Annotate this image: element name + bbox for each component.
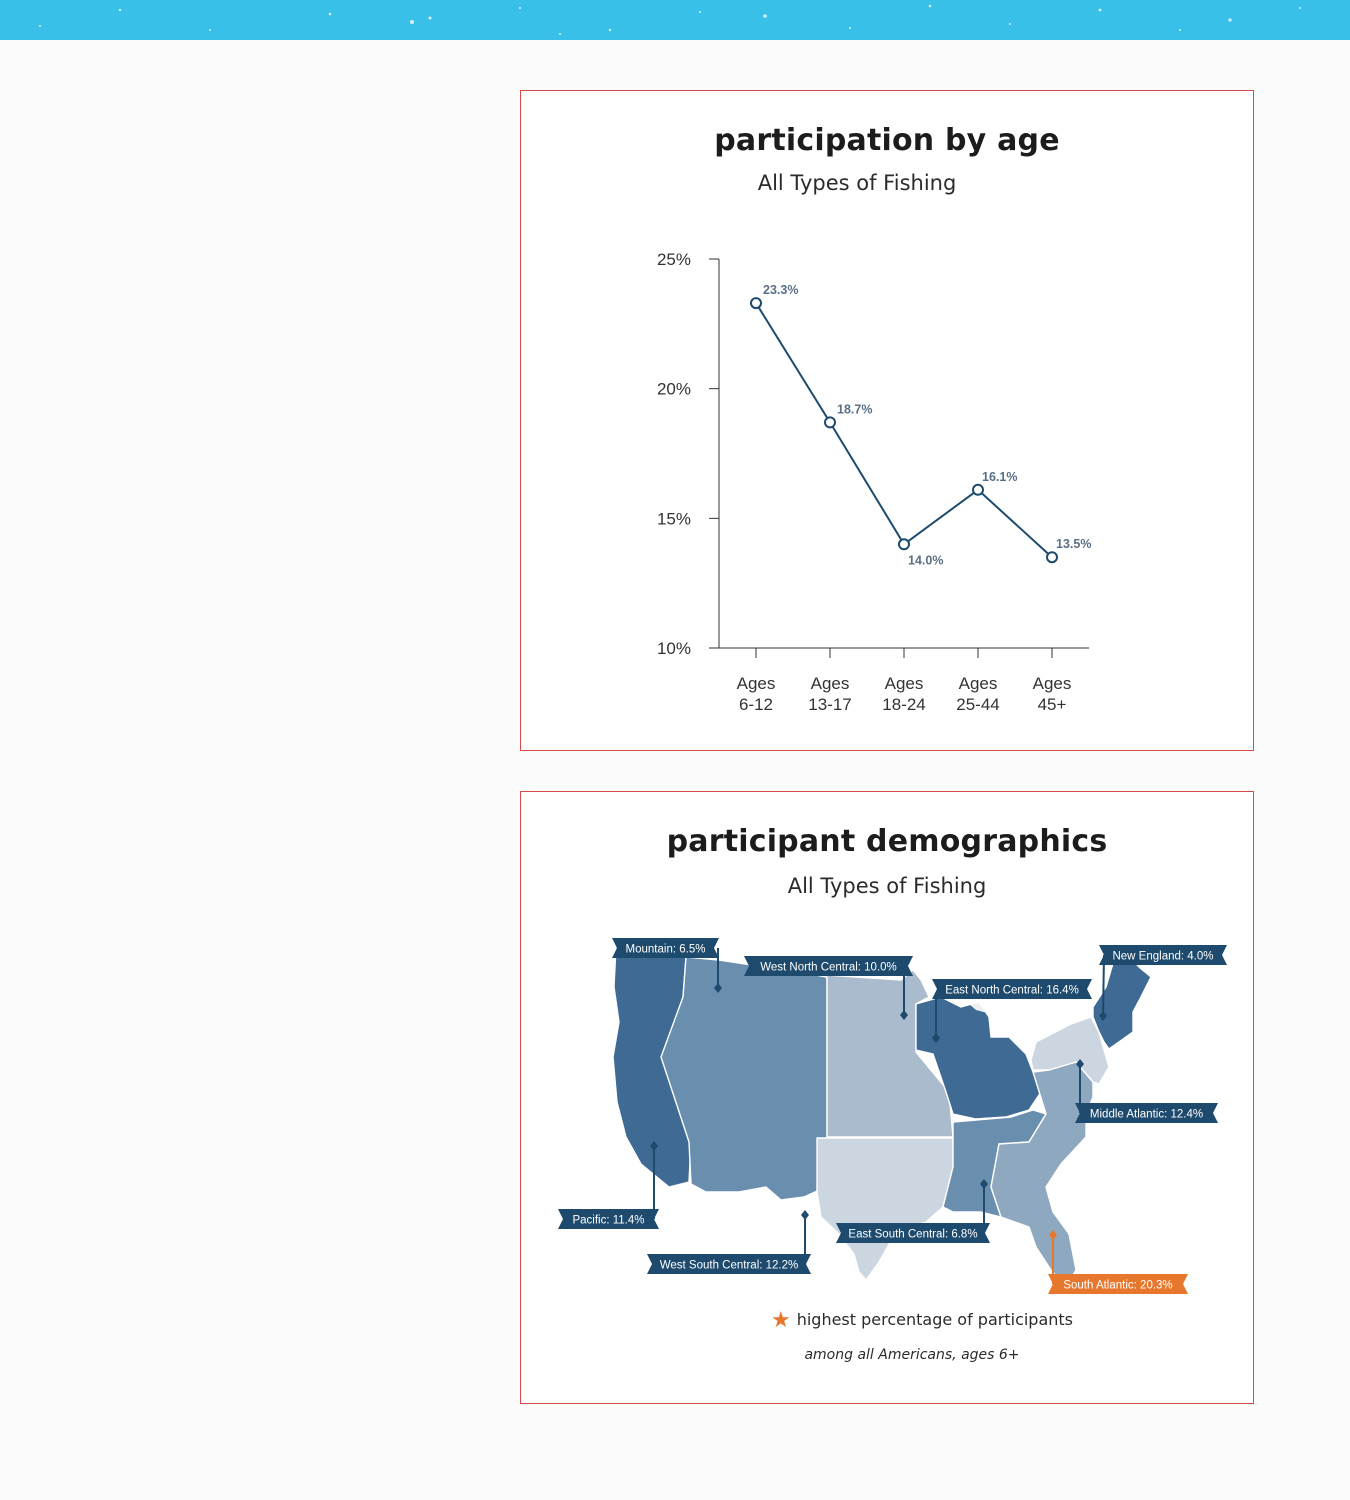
- x-tick-label-line2: 6-12: [739, 695, 773, 714]
- map-callouts: Mountain: 6.5% West North Central: 10.0% E…: [558, 938, 1227, 1294]
- callout-label-pacific: Pacific: 11.4%: [572, 1215, 644, 1227]
- y-tick-label: 25%: [657, 250, 691, 269]
- demographics-map-card: participant demographics All Types of Fi…: [520, 791, 1254, 1404]
- data-point: [824, 416, 836, 429]
- data-point: [1046, 551, 1058, 564]
- age-chart-card: participation by age All Types of Fishin…: [520, 90, 1254, 751]
- callout-label-box-mountain: [612, 938, 719, 958]
- callout-marker-west-north-central: [900, 1010, 908, 1020]
- region-west-south-central: [816, 1137, 954, 1281]
- callout-marker-mountain: [714, 983, 722, 993]
- callout-leader-new-england: [1102, 954, 1105, 1017]
- data-label: 23.3%: [763, 283, 798, 297]
- callout-marker-new-england: [1099, 1011, 1107, 1021]
- callout-label-box-east-north-central: [932, 979, 1092, 999]
- x-tick-label-line2: 13-17: [808, 695, 851, 714]
- callout-label-box-pacific: [558, 1209, 659, 1229]
- x-tick-label-line2: 45+: [1038, 695, 1067, 714]
- demographics-title: participant demographics: [666, 824, 1108, 859]
- region-middle-atlantic: [1030, 1016, 1110, 1085]
- age-line-chart: 10% 15% 20% 25% Ages 6-12 Ages 13-17 Ages 18-24 Ag…: [657, 250, 1091, 714]
- callout-label-west-south-central: West South Central: 12.2%: [660, 1260, 799, 1272]
- callout-marker-middle-atlantic: [1076, 1059, 1084, 1069]
- callout-label-south-atlantic: South Atlantic: 20.3%: [1063, 1280, 1172, 1292]
- data-point: [898, 538, 910, 551]
- region-new-england: [1092, 951, 1152, 1050]
- callout-label-box-south-atlantic: [1048, 1274, 1188, 1294]
- y-tick-label: 10%: [657, 639, 691, 658]
- star-icon: ★: [770, 1308, 791, 1333]
- callout-label-west-north-central: West North Central: 10.0%: [760, 962, 897, 974]
- data-point: [750, 297, 762, 310]
- speckle-texture: [39, 4, 1301, 35]
- us-region-map: Mountain: 6.5% West North Central: 10.0% E…: [558, 938, 1227, 1294]
- callout-marker-west-south-central: [801, 1210, 809, 1220]
- data-point: [972, 483, 984, 496]
- y-tick-label: 20%: [657, 380, 691, 399]
- age-chart-subtitle: All Types of Fishing: [757, 171, 957, 195]
- callout-label-new-england: New England: 4.0%: [1112, 951, 1213, 963]
- age-chart-title: participation by age: [714, 123, 1060, 158]
- callout-label-box-west-south-central: [647, 1254, 811, 1274]
- callout-label-east-north-central: East North Central: 16.4%: [945, 985, 1079, 997]
- x-tick-label-line2: 18-24: [882, 695, 925, 714]
- y-tick-label: 15%: [657, 509, 691, 528]
- data-label: 16.1%: [982, 470, 1017, 484]
- x-tick-label-line1: Ages: [737, 674, 776, 693]
- data-label: 18.7%: [837, 402, 872, 416]
- demographics-subtitle: All Types of Fishing: [787, 874, 987, 898]
- top-band: [0, 0, 1350, 40]
- callout-label-east-south-central: East South Central: 6.8%: [848, 1229, 977, 1241]
- callout-label-mountain: Mountain: 6.5%: [626, 944, 706, 956]
- data-label: 14.0%: [908, 553, 943, 567]
- callout-marker-pacific: [650, 1141, 658, 1151]
- map-footnote: among all Americans, ages 6+: [804, 1347, 1020, 1363]
- x-tick-label-line1: Ages: [885, 674, 924, 693]
- x-tick-label-line1: Ages: [959, 674, 998, 693]
- x-tick-label-line1: Ages: [1033, 674, 1072, 693]
- callout-marker-east-south-central: [980, 1179, 988, 1189]
- data-label: 13.5%: [1056, 537, 1091, 551]
- callout-marker-east-north-central: [932, 1033, 940, 1043]
- region-south-atlantic: [990, 1061, 1094, 1288]
- callout-label-middle-atlantic: Middle Atlantic: 12.4%: [1090, 1109, 1203, 1121]
- x-tick-label-line2: 25-44: [956, 695, 999, 714]
- callout-label-box-middle-atlantic: [1075, 1103, 1218, 1123]
- legend-text: highest percentage of participants: [796, 1310, 1074, 1329]
- map-legend: ★ highest percentage of participants: [521, 1308, 1253, 1333]
- series-line: [755, 302, 1053, 558]
- x-tick-label-line1: Ages: [811, 674, 850, 693]
- map-regions: [612, 941, 1152, 1288]
- callout-label-box-new-england: [1099, 945, 1227, 965]
- callout-marker-south-atlantic: [1049, 1230, 1057, 1240]
- callout-label-box-east-south-central: [836, 1223, 990, 1243]
- callout-label-box-west-north-central: [744, 956, 913, 976]
